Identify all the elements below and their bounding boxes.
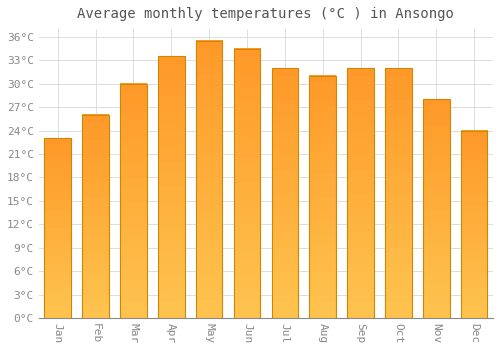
Bar xyxy=(461,131,487,318)
Bar xyxy=(385,68,411,318)
Bar xyxy=(44,138,71,318)
Bar xyxy=(310,76,336,318)
Bar xyxy=(272,68,298,318)
Bar xyxy=(423,99,450,318)
Bar xyxy=(234,49,260,318)
Bar xyxy=(158,56,184,318)
Bar xyxy=(196,41,222,318)
Bar xyxy=(120,84,146,318)
Bar xyxy=(82,115,109,318)
Title: Average monthly temperatures (°C ) in Ansongo: Average monthly temperatures (°C ) in An… xyxy=(78,7,454,21)
Bar xyxy=(348,68,374,318)
